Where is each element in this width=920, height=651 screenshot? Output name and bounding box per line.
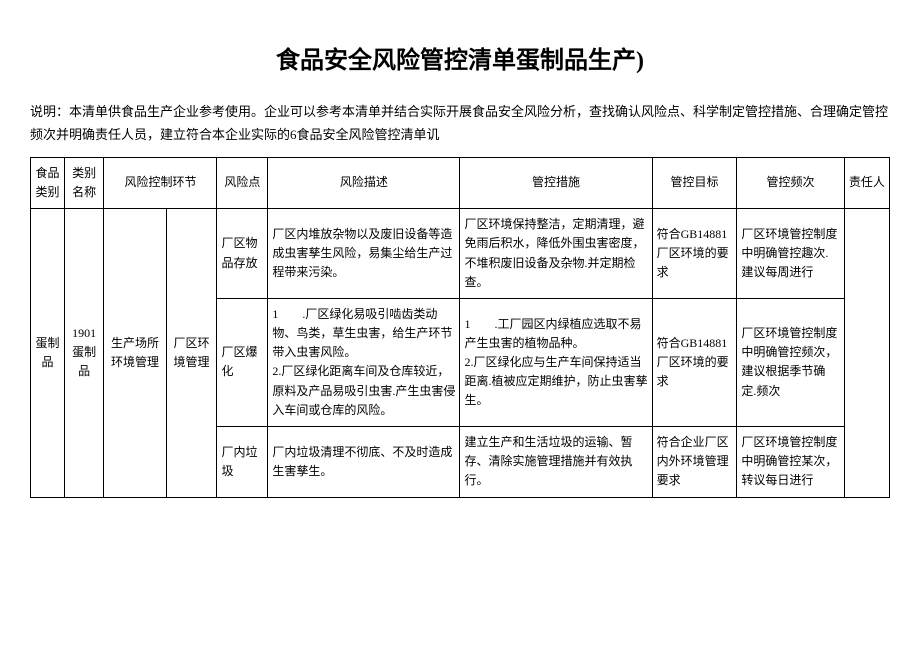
- header-type-name: 类别名称: [64, 157, 104, 208]
- cell-food-type: 蛋制品: [31, 209, 65, 497]
- cell-freq: 厂区环境管控制度中明确管控频次，建议根据季节确定.频次: [737, 298, 844, 426]
- intro-text: 说明：本清单供食品生产企业参考使用。企业可以参考本清单并结合实际开展食品安全风险…: [30, 100, 890, 147]
- cell-risk-point: 厂区物品存放: [217, 209, 268, 299]
- header-freq: 管控频次: [737, 157, 844, 208]
- header-measures: 管控措施: [460, 157, 652, 208]
- cell-measures: 1 .工厂园区内绿植应选取不易产生虫害的植物品种。2.厂区绿化应与生产车间保持适…: [460, 298, 652, 426]
- cell-target: 符合GB14881厂区环境的要求: [652, 209, 737, 299]
- cell-risk-desc: 厂内垃圾清理不彻底、不及时造成生害孳生。: [268, 427, 460, 498]
- cell-risk-desc: 1 .厂区绿化易吸引啮齿类动物、鸟类，草生虫害，给生产环节带入虫害风险。2.厂区…: [268, 298, 460, 426]
- header-control-stage: 风险控制环节: [104, 157, 217, 208]
- header-risk-point: 风险点: [217, 157, 268, 208]
- header-responsible: 责任人: [844, 157, 889, 208]
- cell-measures: 厂区环境保持整洁，定期清理，避免雨后积水，降低外围虫害密度，不堆积废旧设备及杂物…: [460, 209, 652, 299]
- cell-sub-stage: 厂区环境管理: [166, 209, 217, 497]
- header-food-type: 食品类别: [31, 157, 65, 208]
- cell-measures: 建立生产和生活垃圾的运输、暂存、清除实施管理措施并有效执行。: [460, 427, 652, 498]
- cell-freq: 厂区环境管控制度中明确管控趣次.建议每周进行: [737, 209, 844, 299]
- cell-target: 符合GB14881厂区环境的要求: [652, 298, 737, 426]
- cell-type-name: 1901蛋制品: [64, 209, 104, 497]
- cell-risk-point: 厂内垃圾: [217, 427, 268, 498]
- cell-responsible: [844, 209, 889, 497]
- header-row: 食品类别 类别名称 风险控制环节 风险点 风险描述 管控措施 管控目标 管控频次…: [31, 157, 890, 208]
- table-row: 蛋制品 1901蛋制品 生产场所环境管理 厂区环境管理 厂区物品存放 厂区内堆放…: [31, 209, 890, 299]
- page-title: 食品安全风险管控清单蛋制品生产): [30, 40, 890, 75]
- cell-risk-desc: 厂区内堆放杂物以及废旧设备等造成虫害孳生风险，易集尘给生产过程带来污染。: [268, 209, 460, 299]
- cell-risk-point: 厂区爆化: [217, 298, 268, 426]
- cell-freq: 厂区环境管控制度中明确管控某次，转议每日进行: [737, 427, 844, 498]
- cell-target: 符合企业厂区内外环境管理要求: [652, 427, 737, 498]
- header-risk-desc: 风险描述: [268, 157, 460, 208]
- risk-table: 食品类别 类别名称 风险控制环节 风险点 风险描述 管控措施 管控目标 管控频次…: [30, 157, 890, 498]
- header-target: 管控目标: [652, 157, 737, 208]
- cell-control-stage: 生产场所环境管理: [104, 209, 166, 497]
